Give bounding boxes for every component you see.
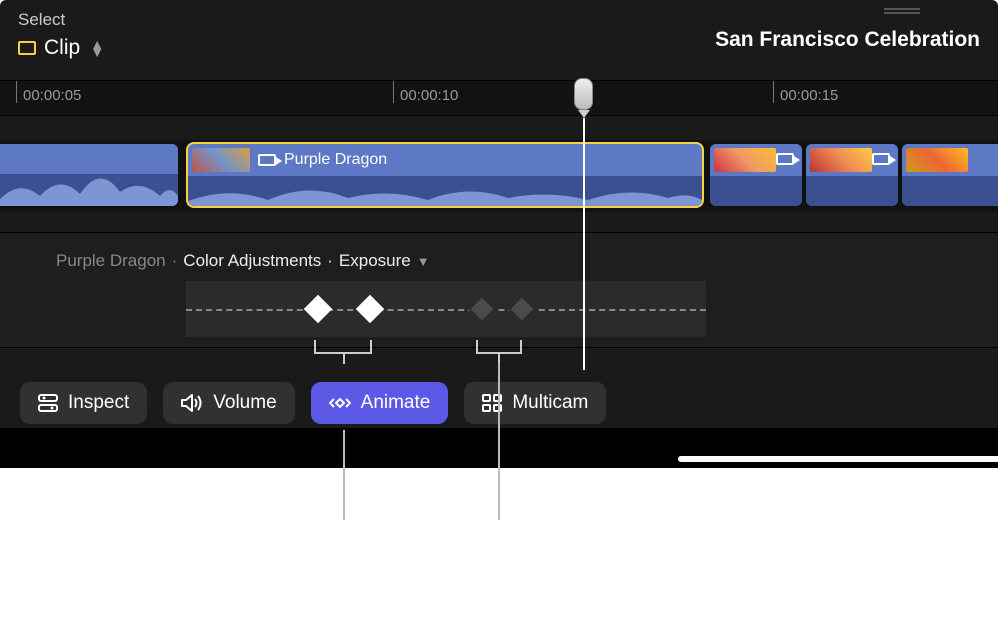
keyframe[interactable] (508, 295, 536, 323)
speaker-icon (181, 394, 203, 412)
annotation-bracket (476, 340, 522, 354)
clip-title: Purple Dragon (284, 151, 387, 169)
clip-thumbnail (192, 148, 250, 172)
breadcrumb-clip: Purple Dragon (56, 251, 166, 271)
clip-thumbnail (906, 148, 968, 172)
clip-waveform (0, 144, 178, 206)
camera-icon (776, 153, 794, 165)
clip-waveform (806, 176, 898, 206)
keyframe[interactable] (356, 295, 384, 323)
annotation-callout-line (498, 362, 500, 520)
breadcrumb-param[interactable]: Exposure (339, 251, 411, 271)
ruler-tick: 00:00:15 (773, 81, 838, 103)
clip-header (710, 144, 802, 176)
mode-label: Select (18, 10, 980, 30)
volume-button[interactable]: Volume (163, 382, 294, 424)
timeline-clip[interactable] (0, 144, 178, 206)
clip-header (902, 144, 998, 176)
button-label: Volume (213, 392, 276, 414)
ruler-tick: 00:00:05 (16, 81, 81, 103)
animation-breadcrumb[interactable]: Purple Dragon · Color Adjustments · Expo… (56, 251, 430, 271)
keyframe-track[interactable] (186, 281, 706, 337)
inspect-icon (38, 394, 58, 412)
annotation-callout-line (343, 430, 345, 520)
drag-handle-icon[interactable] (884, 8, 920, 14)
animation-editor: Purple Dragon · Color Adjustments · Expo… (0, 232, 998, 348)
clip-icon (18, 41, 36, 55)
annotation-stem (343, 354, 345, 364)
keyframes-icon (329, 394, 351, 412)
clip-header (806, 144, 898, 176)
chevron-updown-icon: ▲▼ (90, 40, 104, 56)
breadcrumb-section[interactable]: Color Adjustments (183, 251, 321, 271)
timeline-ruler[interactable]: 00:00:05 00:00:10 00:00:15 (0, 80, 998, 116)
timeline-track[interactable]: Purple Dragon (0, 140, 998, 212)
clip-thumbnail (714, 148, 776, 172)
keyframe[interactable] (468, 295, 496, 323)
animate-button[interactable]: Animate (311, 382, 449, 424)
button-label: Animate (361, 392, 431, 414)
clip-waveform (710, 176, 802, 206)
inspect-button[interactable]: Inspect (20, 382, 147, 424)
clip-thumbnail (810, 148, 872, 172)
mode-button-row: Inspect Volume Animate (20, 382, 606, 424)
timeline-clip[interactable] (710, 144, 802, 206)
project-title: San Francisco Celebration (715, 28, 980, 52)
timeline-clip[interactable] (806, 144, 898, 206)
timeline-clip[interactable] (902, 144, 998, 206)
multicam-button[interactable]: Multicam (464, 382, 606, 424)
button-label: Inspect (68, 392, 129, 414)
separator: · (327, 251, 333, 271)
clip-header: Purple Dragon (188, 144, 702, 176)
zoom-slider[interactable] (678, 456, 998, 462)
ruler-tick: 00:00:10 (393, 81, 458, 103)
timeline-clip-selected[interactable]: Purple Dragon (188, 144, 702, 206)
chevron-down-icon[interactable]: ▼ (417, 254, 430, 269)
topbar: Select Clip ▲▼ San Francisco Celebration (0, 0, 998, 68)
button-label: Multicam (512, 392, 588, 414)
keyframe-baseline (186, 309, 706, 311)
camera-icon (872, 153, 890, 165)
annotation-bracket (314, 340, 372, 354)
separator: · (172, 251, 178, 271)
clip-waveform (188, 176, 702, 206)
keyframe[interactable] (304, 295, 332, 323)
clip-waveform (902, 176, 998, 206)
clip-selector-label: Clip (44, 36, 80, 60)
camera-icon (258, 154, 276, 166)
